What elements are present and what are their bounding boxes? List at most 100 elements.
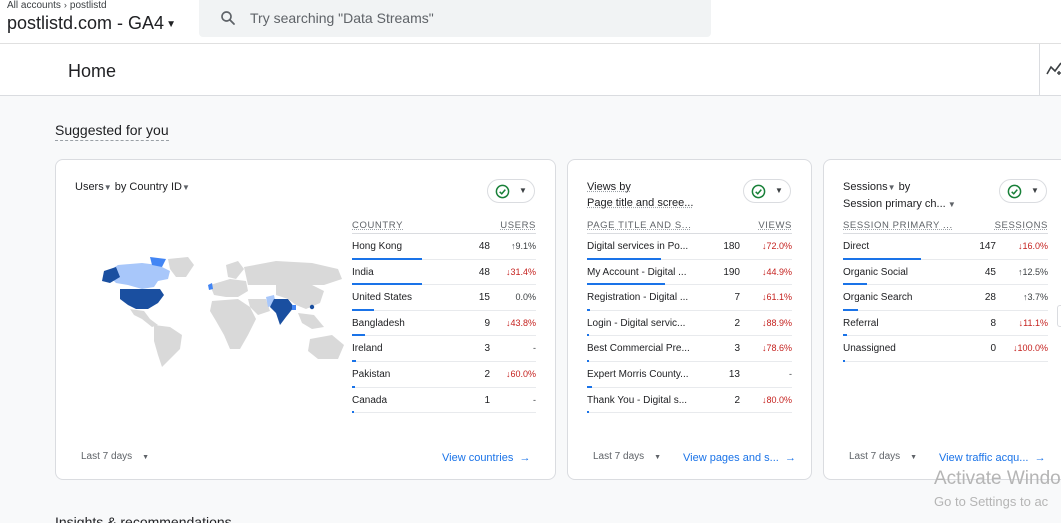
- date-range-label: Last 7 days: [593, 451, 644, 462]
- row-change: ↑12.5%: [1018, 267, 1048, 277]
- table-row[interactable]: Best Commercial Pre... 3 ↓78.6%: [587, 336, 792, 362]
- map-region-europe: [210, 279, 248, 297]
- table-row[interactable]: Digital services in Po... 180 ↓72.0%: [587, 234, 792, 260]
- caret-down-icon: ▼: [910, 454, 917, 461]
- table-row[interactable]: Canada 1 -: [352, 388, 536, 414]
- users-table: COUNTRY USERS Hong Kong 48 ↑9.1% India 48 ↓31…: [352, 215, 536, 413]
- map-region-south-america: [154, 325, 182, 367]
- row-change: ↑3.7%: [1023, 292, 1048, 302]
- card-title[interactable]: Views by Page title and scree...: [587, 179, 693, 211]
- row-label: Organic Search: [843, 292, 951, 303]
- activation-watermark: Activate Windo: [934, 468, 1061, 490]
- table-row[interactable]: Organic Search 28 ↑3.7%: [843, 285, 1048, 311]
- map-region-india: [270, 299, 294, 325]
- row-change: ↑9.1%: [511, 241, 536, 251]
- row-change: 0.0%: [515, 292, 536, 302]
- table-row[interactable]: Bangladesh 9 ↓43.8%: [352, 311, 536, 337]
- card-title[interactable]: Sessions▼ by Session primary ch... ▼: [843, 179, 956, 213]
- row-change: -: [533, 395, 536, 405]
- table-row[interactable]: Expert Morris County... 13 -: [587, 362, 792, 388]
- table-row[interactable]: Unassigned 0 ↓100.0%: [843, 336, 1048, 362]
- metric-label[interactable]: Users: [75, 181, 104, 193]
- compare-menu-button[interactable]: ▼: [487, 179, 535, 203]
- sessions-by-channel-card: Sessions▼ by Session primary ch... ▼ ▼ S…: [823, 159, 1061, 480]
- metric-label[interactable]: Sessions: [843, 181, 888, 193]
- world-map[interactable]: [98, 255, 348, 375]
- property-selector[interactable]: postlistd.com - GA4 ▼: [7, 13, 176, 34]
- row-value-bar: [587, 411, 589, 413]
- row-change-value: 61.1%: [766, 292, 792, 302]
- compare-menu-button[interactable]: ▼: [743, 179, 791, 203]
- row-label: India: [352, 267, 460, 278]
- date-range-selector[interactable]: Last 7 days ▼: [849, 451, 917, 462]
- row-label: Pakistan: [352, 369, 460, 380]
- map-region-bangladesh: [292, 305, 296, 310]
- row-change: ↓44.9%: [762, 267, 792, 277]
- view-traffic-label: View traffic acqu...: [939, 452, 1028, 464]
- table-row[interactable]: Ireland 3 -: [352, 336, 536, 362]
- compare-menu-button[interactable]: ▼: [999, 179, 1047, 203]
- date-range-selector[interactable]: Last 7 days ▼: [593, 451, 661, 462]
- row-label: Thank You - Digital s...: [587, 395, 695, 406]
- column-header-users: USERS: [500, 220, 536, 231]
- dimension-label[interactable]: by Country ID: [115, 181, 182, 193]
- users-by-country-card: Users▼ by Country ID▼ ▼: [55, 159, 556, 480]
- table-header: COUNTRY USERS: [352, 215, 536, 234]
- row-change: ↓11.1%: [1019, 318, 1048, 328]
- table-row[interactable]: Hong Kong 48 ↑9.1%: [352, 234, 536, 260]
- title-line-1[interactable]: Views by: [587, 179, 693, 195]
- view-countries-link[interactable]: View countries →: [442, 452, 530, 464]
- row-change: ↓61.1%: [762, 292, 792, 302]
- column-header-page-title: PAGE TITLE AND S...: [587, 220, 692, 231]
- table-row[interactable]: My Account - Digital ... 190 ↓44.9%: [587, 260, 792, 286]
- row-change: ↓31.4%: [506, 267, 536, 277]
- view-pages-link[interactable]: View pages and s... →: [683, 452, 796, 464]
- breadcrumb-all-accounts[interactable]: All accounts: [7, 0, 61, 11]
- table-header: SESSION PRIMARY ... SESSIONS: [843, 215, 1048, 234]
- breadcrumb-account[interactable]: postlistd: [70, 0, 107, 11]
- row-label: Organic Social: [843, 267, 951, 278]
- table-row[interactable]: Pakistan 2 ↓60.0%: [352, 362, 536, 388]
- map-region-africa: [210, 299, 256, 349]
- column-header-country: COUNTRY: [352, 220, 403, 231]
- top-bar: All accounts › postlistd postlistd.com - G…: [0, 0, 1061, 44]
- table-row[interactable]: Direct 147 ↓16.0%: [843, 234, 1048, 260]
- row-value: 8: [990, 318, 996, 329]
- row-value-bar: [352, 411, 354, 413]
- row-change-value: 31.4%: [510, 267, 536, 277]
- search-icon: [219, 9, 237, 27]
- row-value: 7: [734, 292, 740, 303]
- row-value: 0: [990, 343, 996, 354]
- row-label: Referral: [843, 318, 951, 329]
- suggested-title: Suggested for you: [55, 122, 169, 141]
- insights-sparkle-icon[interactable]: [1046, 61, 1061, 77]
- table-row[interactable]: Referral 8 ↓11.1%: [843, 311, 1048, 337]
- row-value: 2: [484, 369, 490, 380]
- dimension-label[interactable]: Session primary ch...: [843, 198, 946, 210]
- row-label: Digital services in Po...: [587, 241, 695, 252]
- scroll-handle[interactable]: [1057, 305, 1061, 327]
- row-change: -: [789, 369, 792, 379]
- row-value: 180: [723, 241, 740, 252]
- view-traffic-link[interactable]: View traffic acqu... →: [939, 452, 1046, 464]
- view-pages-label: View pages and s...: [683, 452, 779, 464]
- activation-watermark-sub: Go to Settings to ac: [934, 494, 1048, 509]
- table-row[interactable]: Registration - Digital ... 7 ↓61.1%: [587, 285, 792, 311]
- search-bar[interactable]: Try searching "Data Streams": [199, 0, 711, 37]
- table-row[interactable]: United States 15 0.0%: [352, 285, 536, 311]
- table-row[interactable]: India 48 ↓31.4%: [352, 260, 536, 286]
- date-range-selector[interactable]: Last 7 days ▼: [81, 451, 149, 462]
- row-change-value: 44.9%: [766, 267, 792, 277]
- breadcrumb[interactable]: All accounts › postlistd: [7, 0, 107, 11]
- title-line-2[interactable]: Page title and scree...: [587, 195, 693, 211]
- page-header: Home: [0, 44, 1061, 96]
- row-label: Bangladesh: [352, 318, 460, 329]
- card-title[interactable]: Users▼ by Country ID▼: [75, 179, 190, 196]
- map-region-australia: [308, 335, 344, 359]
- table-row[interactable]: Thank You - Digital s... 2 ↓80.0%: [587, 388, 792, 414]
- table-body: Hong Kong 48 ↑9.1% India 48 ↓31.4% United Stat…: [352, 234, 536, 413]
- table-row[interactable]: Organic Social 45 ↑12.5%: [843, 260, 1048, 286]
- row-value: 3: [484, 343, 490, 354]
- table-row[interactable]: Login - Digital servic... 2 ↓88.9%: [587, 311, 792, 337]
- map-region-central-america: [130, 309, 158, 327]
